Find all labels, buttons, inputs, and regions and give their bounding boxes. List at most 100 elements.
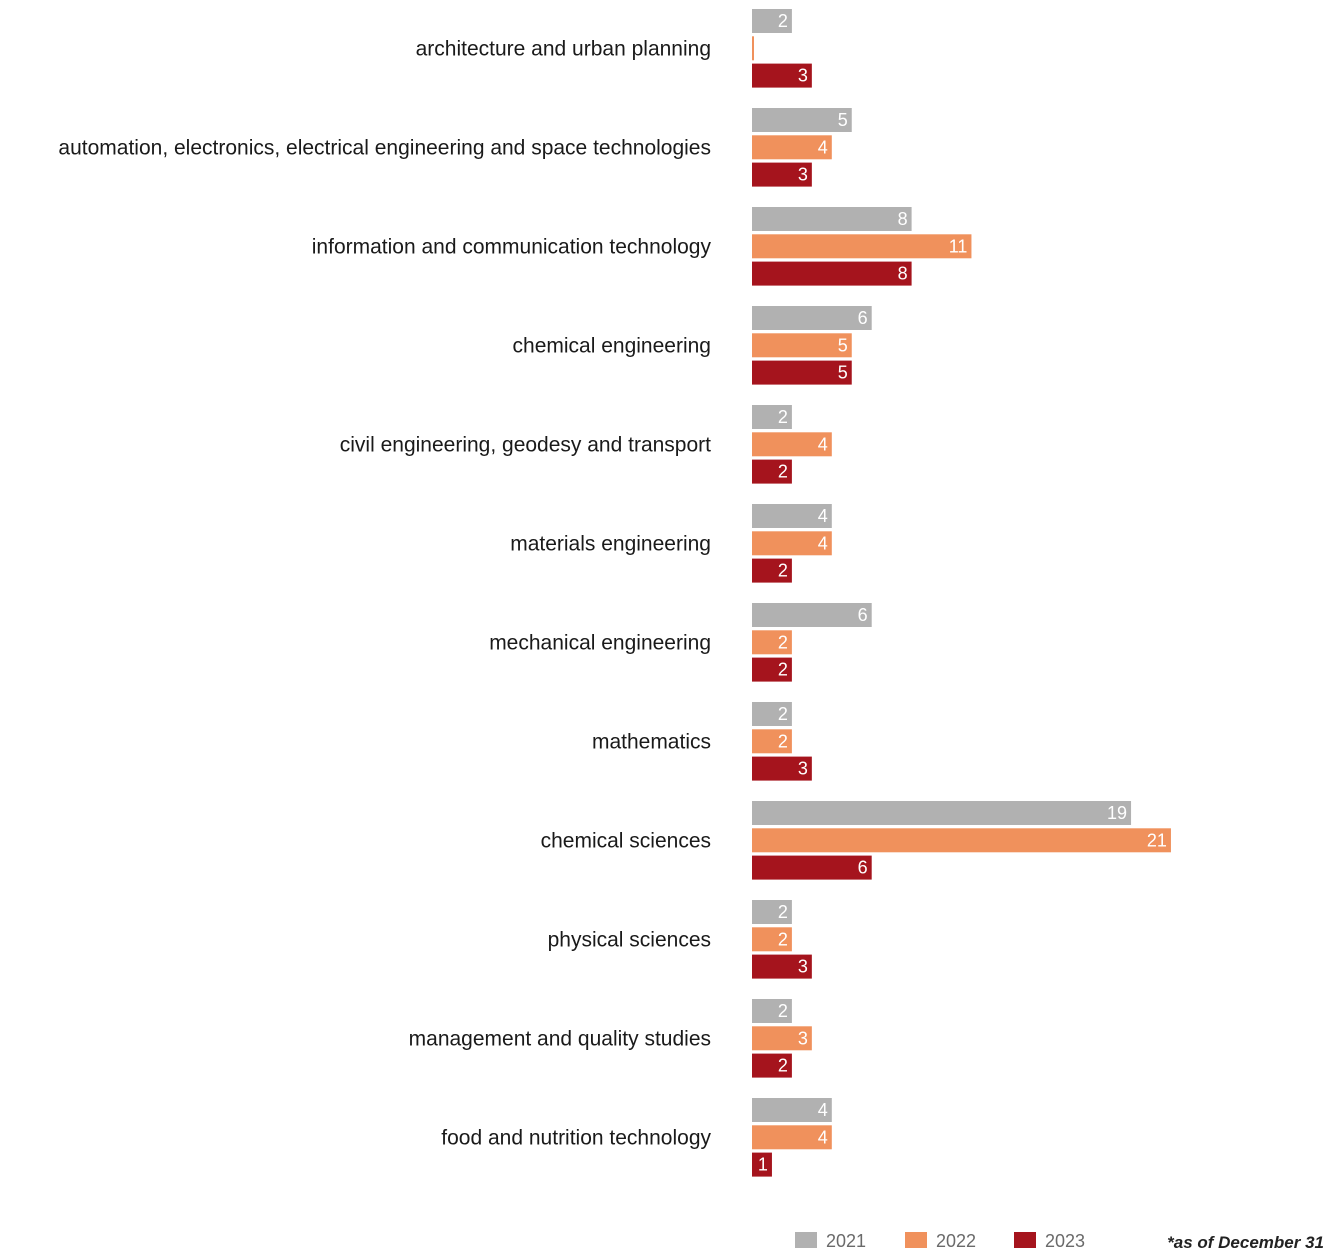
bar-2022 [752, 729, 792, 754]
bar-2021 [752, 603, 872, 627]
legend-label: 2021 [826, 1231, 866, 1249]
bar-2022 [752, 630, 792, 655]
bar-value-label: 4 [818, 1127, 828, 1147]
category-label: architecture and urban planning [416, 37, 711, 60]
bar-2023 [752, 459, 792, 484]
bar-value-label: 3 [798, 759, 808, 779]
bar-value-label: 2 [778, 660, 788, 680]
bar-value-label: 3 [798, 957, 808, 977]
bar-value-label: 2 [778, 731, 788, 751]
bar-value-label: 6 [858, 308, 868, 328]
bar-value-label: 2 [778, 704, 788, 724]
bars-group: architecture and urban planning23automat… [58, 9, 1171, 1177]
bar-value-label: 2 [778, 632, 788, 652]
bar-2021 [752, 405, 792, 429]
category-label: materials engineering [510, 532, 711, 555]
category-label: mathematics [592, 730, 711, 753]
bar-group: information and communication technology… [312, 207, 972, 286]
bar-2023 [752, 954, 812, 979]
bar-value-label: 2 [778, 462, 788, 482]
bar-value-label: 2 [778, 902, 788, 922]
legend-swatch [1014, 1232, 1036, 1248]
bar-2022 [752, 1125, 832, 1150]
bar-value-label: 3 [798, 165, 808, 185]
footnote: *as of December 31 [1167, 1233, 1324, 1249]
category-label: automation, electronics, electrical engi… [58, 136, 711, 159]
bar-value-label: 4 [818, 506, 828, 526]
bar-value-label: 19 [1107, 803, 1127, 823]
bar-value-label: 4 [818, 137, 828, 157]
bar-group: food and nutrition technology 4 4 1 [441, 1098, 832, 1177]
bar-value-label: 21 [1147, 830, 1167, 850]
bar-2021 [752, 207, 912, 231]
bar-group: architecture and urban planning 2 3 [416, 9, 812, 88]
bar-group: civil engineering, geodesy and transport… [340, 405, 832, 484]
bar-2022 [752, 531, 832, 556]
bar-group: materials engineering 4 4 2 [510, 504, 832, 583]
bar-2022 [752, 1026, 812, 1051]
bar-2021 [752, 702, 792, 726]
bar-value-label: 3 [798, 66, 808, 86]
bar-2022 [752, 135, 832, 160]
bar-2023 [752, 360, 852, 385]
bar-2021 [752, 801, 1132, 825]
bar-group: management and quality studies 232 [409, 999, 812, 1078]
bar-2023 [752, 756, 812, 781]
category-label: chemical sciences [541, 829, 711, 852]
bar-2023 [752, 1152, 772, 1177]
bar-2023 [752, 63, 812, 88]
bar-value-label: 2 [778, 561, 788, 581]
bar-2022 [752, 36, 754, 61]
bar-value-label: 8 [898, 264, 908, 284]
bar-value-label: 2 [778, 11, 788, 31]
category-label: mechanical engineering [489, 631, 711, 654]
bar-2021 [752, 1098, 832, 1122]
bar-2022 [752, 333, 852, 358]
category-label: information and communication technology [312, 235, 712, 258]
bar-value-label: 2 [778, 1001, 788, 1021]
bar-2023 [752, 162, 812, 187]
bar-value-label: 3 [798, 1028, 808, 1048]
bar-value-label: 4 [818, 533, 828, 553]
bar-2023 [752, 657, 792, 682]
legend-label: 2023 [1045, 1231, 1085, 1249]
legend: 2021 2022 2023 [795, 1231, 1085, 1249]
bar-2021 [752, 504, 832, 528]
bar-2021 [752, 999, 792, 1023]
bar-value-label: 11 [949, 236, 968, 256]
bar-2023 [752, 855, 872, 880]
bar-value-label: 4 [818, 1100, 828, 1120]
category-label: chemical engineering [513, 334, 711, 357]
bar-value-label: 6 [858, 605, 868, 625]
bar-value-label: 5 [838, 110, 848, 130]
bar-value-label: 1 [758, 1155, 768, 1175]
category-label: food and nutrition technology [441, 1126, 711, 1149]
bar-group: mechanical engineering 6 2 2 [489, 603, 872, 682]
bar-group: automation, electronics, electrical engi… [58, 108, 852, 187]
bar-value-label: 5 [838, 363, 848, 383]
bar-2023 [752, 558, 792, 583]
category-label: management and quality studies [409, 1027, 711, 1050]
bar-value-label: 6 [858, 858, 868, 878]
legend-label: 2022 [936, 1231, 976, 1249]
bar-group: chemical sciences 19 21 6 [541, 801, 1171, 880]
legend-swatch [905, 1232, 927, 1248]
bar-2021 [752, 108, 852, 132]
bar-2022 [752, 828, 1171, 853]
bar-2021 [752, 9, 792, 33]
bar-value-label: 8 [898, 209, 908, 229]
bar-value-label: 2 [778, 407, 788, 427]
bar-value-label: 2 [778, 929, 788, 949]
category-label: civil engineering, geodesy and transport [340, 433, 711, 456]
legend-swatch [795, 1232, 817, 1248]
category-label: physical sciences [548, 928, 711, 951]
bar-value-label: 2 [778, 1056, 788, 1076]
bar-2023 [752, 261, 912, 286]
bar-2022 [752, 432, 832, 457]
bar-value-label: 4 [818, 434, 828, 454]
bar-2023 [752, 1053, 792, 1078]
